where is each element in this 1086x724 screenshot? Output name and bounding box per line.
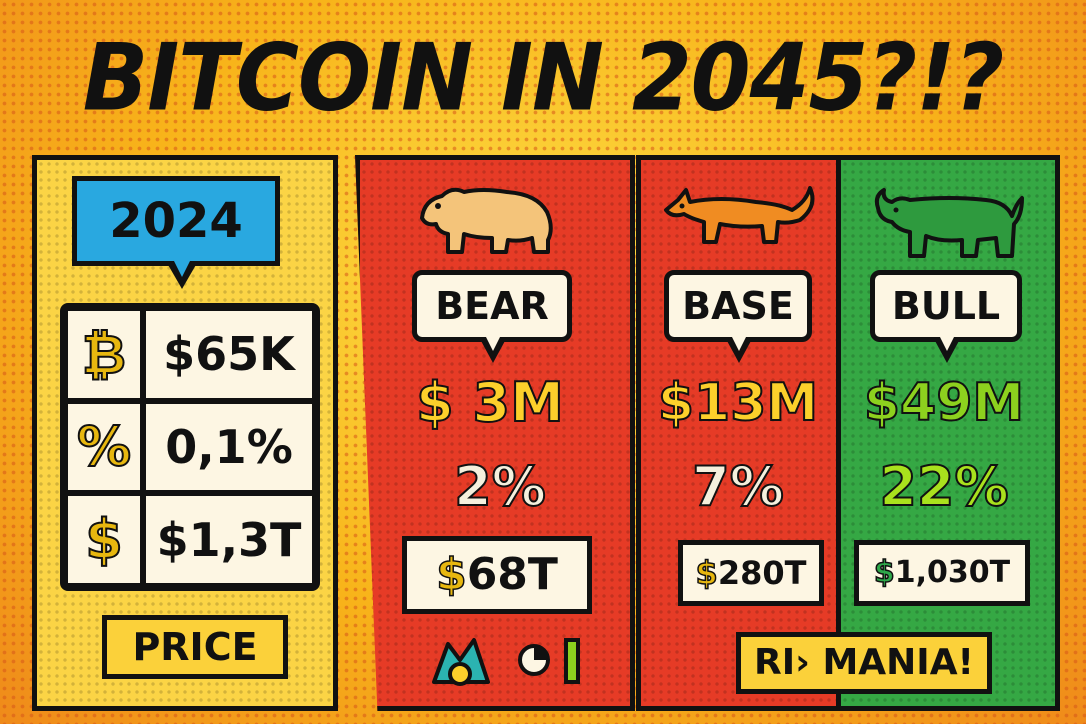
chart-icons <box>432 638 580 686</box>
bull-label: BULL <box>891 284 1001 328</box>
year-label: 2024 <box>109 193 243 249</box>
fox-icon <box>664 186 815 244</box>
base-cap-value: 280T <box>717 554 807 592</box>
bull-cap-box: $1,030T <box>854 540 1030 606</box>
base-cap-box: $280T <box>678 540 824 606</box>
current-cap-value: $1,3T <box>143 493 315 586</box>
page-title: BITCOIN IN 2045?!? <box>82 23 1005 132</box>
base-label: BASE <box>682 284 794 328</box>
base-panel <box>636 155 842 711</box>
bull-pct: 22% <box>878 454 1009 519</box>
bear-label: BEAR <box>435 284 549 328</box>
base-price: $13M <box>657 372 819 434</box>
bear-pct: 2% <box>453 454 547 519</box>
bull-icon <box>874 188 1024 258</box>
bull-cap-currency: $ <box>873 554 895 591</box>
bitcoin-icon: ₿ <box>65 308 143 401</box>
bull-label-bubble: BULL <box>870 270 1022 363</box>
bull-price: $49M <box>863 372 1025 434</box>
bear-icon <box>420 187 553 254</box>
percent-icon: % <box>65 400 143 494</box>
bear-price-value: 3M <box>472 370 565 435</box>
bull-cap-value: 1,030T <box>894 555 1011 590</box>
current-stats-table: ₿ $65K % 0,1% $ $1,3T <box>60 303 320 591</box>
dollar-icon: $ <box>65 493 143 586</box>
base-label-bubble: BASE <box>664 270 812 363</box>
bull-panel <box>836 155 1060 711</box>
year-badge: 2024 <box>72 176 280 289</box>
current-price-value: $65K <box>143 308 315 401</box>
base-pct: 7% <box>691 454 785 519</box>
base-cap-currency: $ <box>695 553 719 593</box>
current-pct-value: 0,1% <box>143 400 315 494</box>
mania-label: RI› MANIA! <box>736 632 992 694</box>
bear-cap-currency: $ <box>435 548 467 601</box>
bear-price-currency: $ <box>415 370 455 435</box>
bear-cap-box: $68T <box>402 536 592 614</box>
bear-price: $ 3M <box>380 368 600 438</box>
bear-label-bubble: BEAR <box>412 270 572 363</box>
bear-cap-value: 68T <box>466 549 558 600</box>
price-label: PRICE <box>102 615 288 679</box>
